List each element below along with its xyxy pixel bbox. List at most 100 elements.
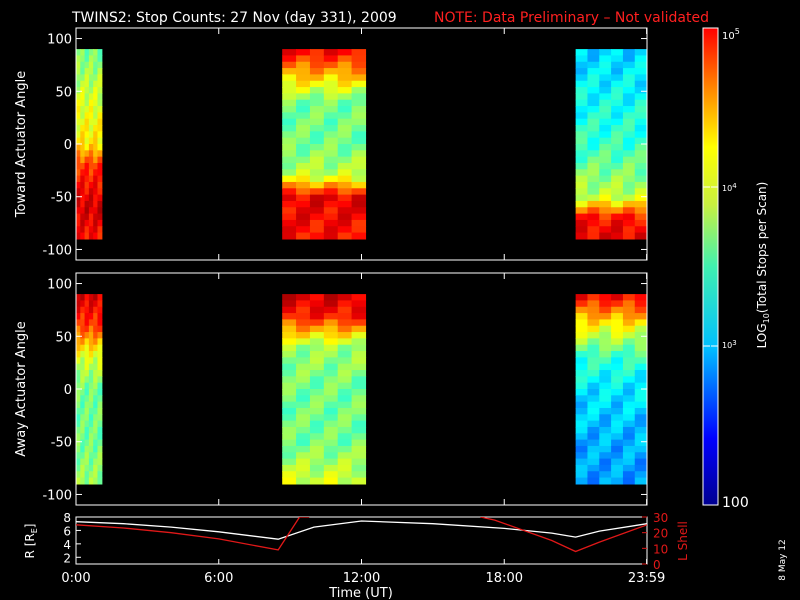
toward-heat-cell bbox=[97, 207, 103, 215]
away-heat-cell bbox=[622, 389, 636, 396]
toward-heat-cell bbox=[611, 99, 624, 107]
toward-heat-cell bbox=[88, 194, 94, 202]
away-heat-cell bbox=[587, 401, 600, 409]
away-heat-cell bbox=[296, 338, 311, 346]
away-heat-cell bbox=[575, 382, 589, 390]
toward-heat-cell bbox=[351, 181, 367, 189]
toward-heat-cell bbox=[296, 68, 311, 75]
away-heat-cell bbox=[88, 407, 94, 415]
toward-heat-cell bbox=[309, 49, 325, 57]
away-heat-cell bbox=[587, 395, 600, 403]
toward-heat-cell bbox=[84, 61, 90, 69]
away-heat-cell bbox=[599, 332, 612, 339]
away-heat-cell bbox=[84, 319, 90, 327]
away-heat-cell bbox=[337, 363, 353, 371]
toward-heat-cell bbox=[97, 118, 103, 126]
away-heat-cell bbox=[611, 471, 624, 479]
toward-heat-cell bbox=[599, 213, 612, 221]
away-heat-cell bbox=[93, 370, 99, 377]
toward-heat-cell bbox=[282, 131, 297, 139]
toward-heat-cell bbox=[351, 232, 367, 240]
away-heat-cell bbox=[296, 300, 311, 308]
toward-heat-cell bbox=[282, 112, 297, 120]
toward-heat-cell bbox=[282, 207, 297, 215]
away-heat-cell bbox=[575, 376, 589, 384]
toward-heat-cell bbox=[575, 194, 589, 202]
toward-heat-cell bbox=[93, 144, 99, 151]
away-heat-cell bbox=[599, 433, 612, 441]
toward-heat-cell bbox=[282, 87, 297, 94]
toward-heat-cell bbox=[323, 68, 339, 75]
toward-heat-cell bbox=[587, 99, 600, 107]
away-heat-cell bbox=[88, 344, 94, 352]
toward-heat-cell bbox=[296, 156, 311, 164]
away-heat-cell bbox=[80, 414, 86, 422]
toward-heat-cell bbox=[611, 194, 624, 202]
away-heat-cell bbox=[634, 313, 648, 320]
toward-ytick-label: 0 bbox=[64, 138, 72, 153]
away-heat-cell bbox=[337, 332, 353, 339]
away-heat-cell bbox=[93, 306, 99, 314]
toward-heat-cell bbox=[76, 150, 81, 158]
away-heat-cell bbox=[611, 344, 624, 352]
away-heat-cell bbox=[84, 433, 90, 441]
toward-heat-cell bbox=[323, 194, 339, 202]
away-heat-cell bbox=[611, 325, 624, 333]
away-heat-cell bbox=[76, 452, 81, 460]
toward-heat-cell bbox=[323, 131, 339, 139]
away-heat-cell bbox=[351, 344, 367, 352]
away-heat-cell bbox=[587, 445, 600, 453]
toward-heat-cell bbox=[575, 61, 589, 69]
toward-heat-cell bbox=[587, 112, 600, 120]
away-heat-cell bbox=[84, 401, 90, 409]
away-heat-cell bbox=[296, 376, 311, 384]
away-heat-cell bbox=[282, 407, 297, 415]
toward-heat-cell bbox=[84, 118, 90, 126]
date-stamp: 8 May 12 bbox=[778, 539, 788, 581]
toward-heat-cell bbox=[351, 144, 367, 151]
away-heat-cell bbox=[282, 370, 297, 377]
toward-heat-cell bbox=[97, 200, 103, 208]
toward-heat-cell bbox=[296, 61, 311, 69]
away-heat-cell bbox=[575, 370, 589, 377]
away-heat-cell bbox=[97, 414, 103, 422]
toward-heat-cell bbox=[309, 61, 325, 69]
toward-heat-cell bbox=[76, 162, 81, 170]
away-heat-cell bbox=[97, 376, 103, 384]
away-heat-cell bbox=[80, 464, 86, 472]
toward-heat-cell bbox=[282, 226, 297, 234]
away-heat-cell bbox=[587, 407, 600, 415]
toward-heat-cell bbox=[351, 74, 367, 82]
toward-heat-cell bbox=[622, 87, 636, 94]
toward-heat-cell bbox=[611, 162, 624, 170]
toward-heat-cell bbox=[80, 175, 86, 183]
toward-heat-cell bbox=[296, 226, 311, 234]
toward-heat-cell bbox=[84, 194, 90, 202]
away-heat-cell bbox=[587, 426, 600, 434]
away-heat-cell bbox=[282, 363, 297, 371]
toward-heat-cell bbox=[611, 232, 624, 240]
toward-heat-cell bbox=[599, 175, 612, 183]
toward-heat-cell bbox=[337, 162, 353, 170]
toward-heat-cell bbox=[282, 156, 297, 164]
toward-heat-cell bbox=[309, 156, 325, 164]
away-heat-cell bbox=[323, 306, 339, 314]
away-heat-cell bbox=[97, 325, 103, 333]
away-heat-cell bbox=[309, 376, 325, 384]
toward-heat-cell bbox=[93, 61, 99, 69]
toward-heat-cell bbox=[323, 125, 339, 132]
away-heat-cell bbox=[323, 300, 339, 308]
away-heat-cell bbox=[634, 325, 648, 333]
toward-heat-cell bbox=[296, 49, 311, 57]
away-heat-cell bbox=[93, 363, 99, 371]
toward-heat-cell bbox=[337, 93, 353, 101]
toward-heat-cell bbox=[80, 213, 86, 221]
colorbar-tick-1e3: 103 bbox=[722, 339, 737, 350]
toward-heat-cell bbox=[76, 112, 81, 120]
away-heat-cell bbox=[587, 433, 600, 441]
toward-heat-cell bbox=[351, 188, 367, 196]
away-heat-cell bbox=[296, 433, 311, 441]
toward-heat-cell bbox=[337, 112, 353, 120]
toward-heat-cell bbox=[575, 156, 589, 164]
away-heat-cell bbox=[76, 414, 81, 422]
